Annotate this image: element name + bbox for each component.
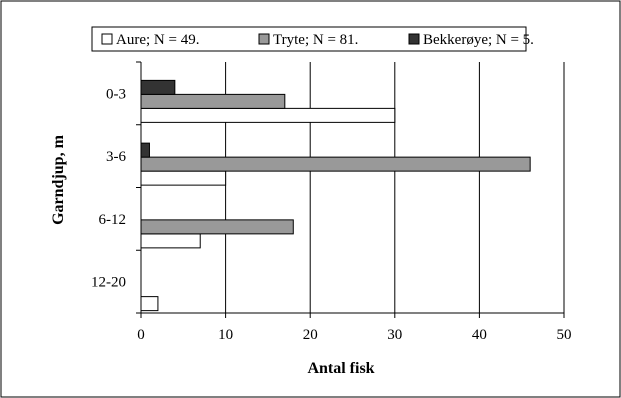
legend-label-1: Tryte; N = 81.: [273, 32, 358, 48]
bar-6-12-series-1: [140, 219, 294, 235]
legend-swatch-0: [101, 33, 113, 45]
x-tick-labels: 0 10 20 30 40 50: [137, 327, 571, 343]
legend-swatch-2: [408, 33, 420, 45]
bar-3-6-series-1: [140, 156, 531, 172]
x-tick-label-20: 20: [303, 327, 318, 343]
y-axis-label: Garndjup, m: [50, 134, 67, 224]
x-tick-label-0: 0: [137, 327, 145, 343]
legend-box: [91, 26, 527, 52]
bar-12-20-series-0: [140, 296, 159, 312]
y-category-label-0-3: 0-3: [106, 86, 126, 102]
y-category-label-6-12: 6-12: [99, 212, 127, 228]
bar-3-6-series-0: [140, 170, 227, 186]
x-axis-label: Antal fisk: [307, 360, 374, 377]
y-category-labels: 0-3 3-6 6-12 12-20: [91, 86, 126, 290]
x-tick-label-50: 50: [557, 327, 572, 343]
legend-label-0: Aure; N = 49.: [116, 32, 199, 48]
x-tick-label-40: 40: [472, 327, 487, 343]
bars: [140, 79, 531, 312]
y-category-label-12-20: 12-20: [91, 275, 126, 291]
legend: Aure; N = 49. Tryte; N = 81. Bekkerøye; N …: [91, 26, 534, 52]
legend-label-2: Bekkerøye; N = 5.: [423, 32, 534, 48]
bar-6-12-series-0: [140, 233, 201, 249]
y-category-label-3-6: 3-6: [106, 149, 126, 165]
x-tick-label-30: 30: [387, 327, 402, 343]
bar-0-3-series-1: [140, 93, 286, 109]
legend-swatch-1: [258, 33, 270, 45]
bar-3-6-series-2: [140, 142, 150, 158]
bar-0-3-series-0: [140, 107, 396, 123]
axes: [136, 61, 565, 318]
x-tick-label-10: 10: [218, 327, 233, 343]
bar-0-3-series-2: [140, 79, 176, 95]
